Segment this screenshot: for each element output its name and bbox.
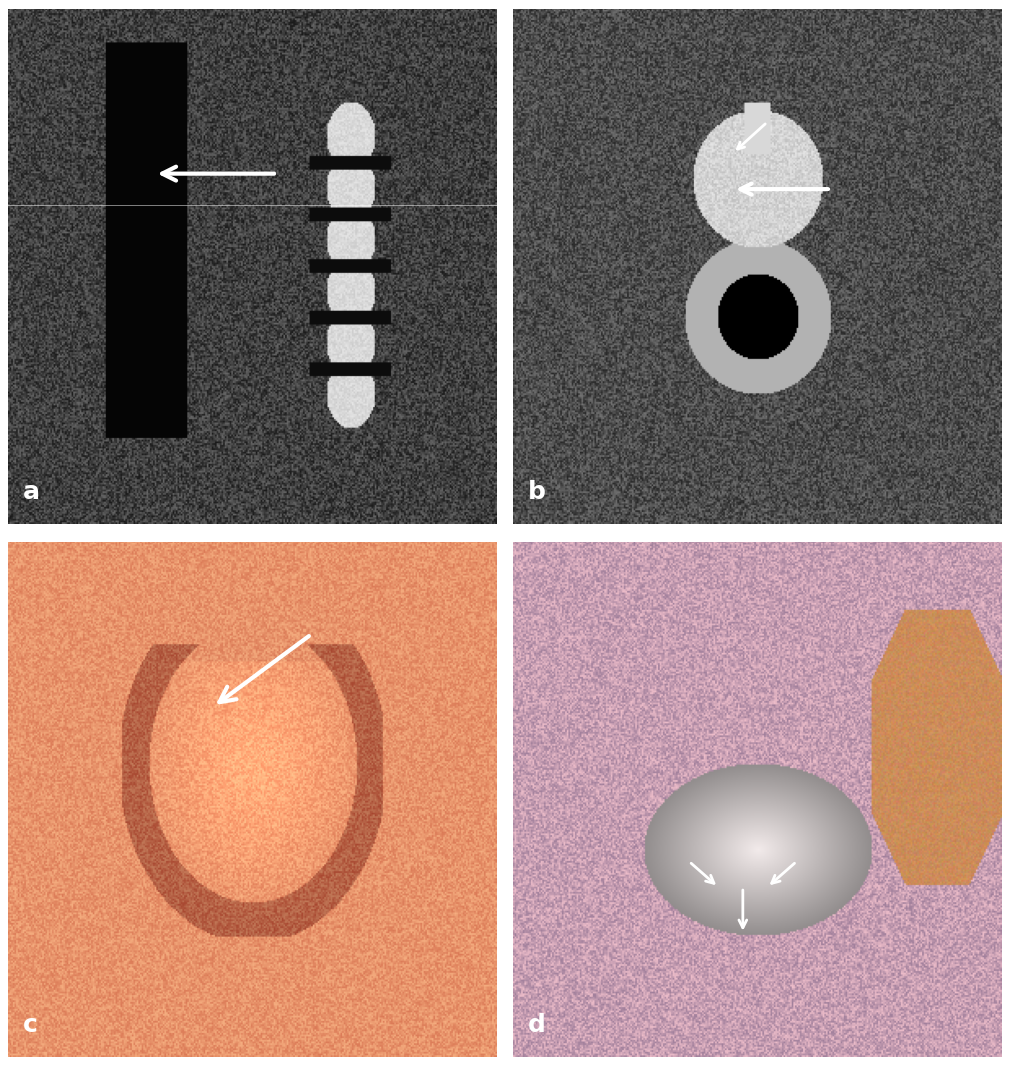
Text: b: b [528, 480, 545, 504]
Text: d: d [528, 1013, 545, 1037]
Text: a: a [23, 480, 39, 504]
Text: c: c [23, 1013, 37, 1037]
